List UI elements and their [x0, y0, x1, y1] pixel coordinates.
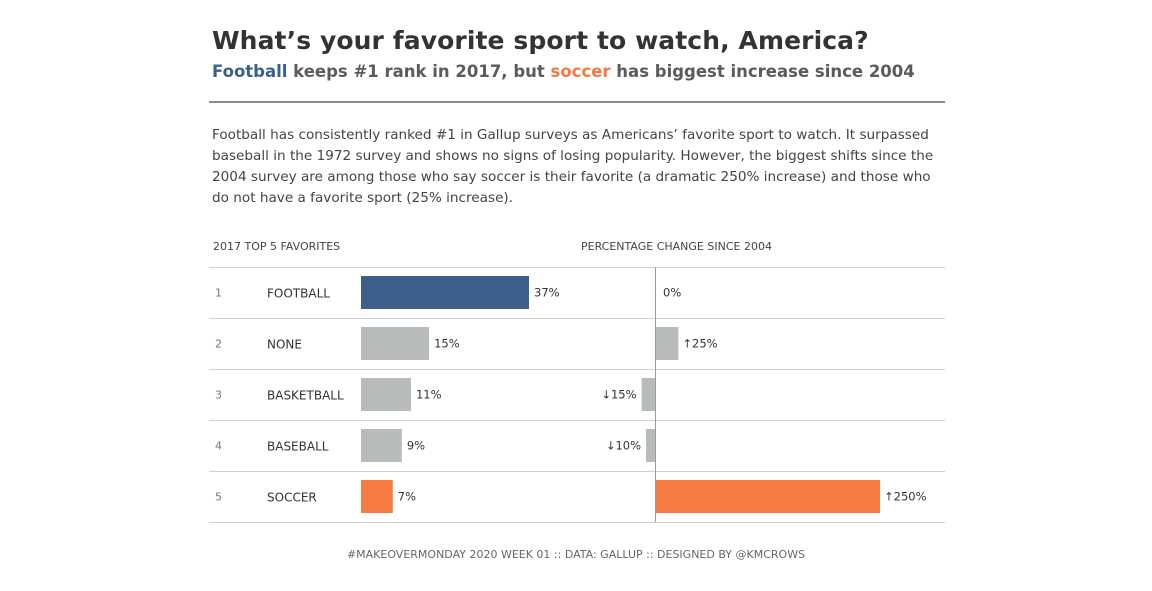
rank-label: 5: [215, 491, 222, 504]
change-value-label: ↑250%: [884, 490, 927, 504]
sport-label: BASKETBALL: [267, 389, 344, 403]
subtitle-middle: keeps #1 rank in 2017, but: [287, 62, 551, 81]
sport-label: SOCCER: [267, 491, 317, 505]
rank-label: 4: [215, 440, 222, 453]
share-value-label: 11%: [416, 388, 442, 402]
page-title: What’s your favorite sport to watch, Ame…: [212, 26, 869, 55]
share-bar: [361, 327, 430, 360]
change-bar: [646, 429, 655, 462]
sport-label: FOOTBALL: [267, 287, 330, 301]
change-value-label: ↓15%: [601, 388, 636, 402]
change-value-label: ↓10%: [606, 439, 641, 453]
rank-label: 3: [215, 389, 222, 402]
title-divider: [209, 101, 945, 103]
rank-label: 2: [215, 338, 222, 351]
subtitle-soccer: soccer: [550, 62, 611, 81]
panel-heading-change: PERCENTAGE CHANGE SINCE 2004: [581, 240, 772, 253]
share-bar: [361, 480, 393, 513]
sport-label: NONE: [267, 338, 302, 352]
subtitle-football: Football: [212, 62, 288, 81]
share-value-label: 9%: [407, 439, 425, 453]
share-value-label: 37%: [534, 286, 560, 300]
change-value-label: 0%: [663, 286, 681, 300]
share-bar: [361, 276, 529, 309]
share-value-label: 15%: [434, 337, 460, 351]
page-subtitle: Football keeps #1 rank in 2017, but socc…: [212, 62, 915, 81]
footer-credits: #MAKEOVERMONDAY 2020 WEEK 01 :: DATA: GA…: [346, 548, 806, 561]
share-value-label: 7%: [398, 490, 416, 504]
change-bar: [656, 480, 880, 513]
share-bar: [361, 378, 411, 411]
change-bar: [656, 327, 679, 360]
subtitle-end: has biggest increase since 2004: [610, 62, 915, 81]
share-bar: [361, 429, 402, 462]
description-text: Football has consistently ranked #1 in G…: [212, 127, 934, 206]
sport-label: BASEBALL: [267, 440, 329, 454]
change-bar: [641, 378, 655, 411]
rank-label: 1: [215, 287, 222, 300]
change-value-label: ↑25%: [682, 337, 717, 351]
panel-heading-share: 2017 TOP 5 FAVORITES: [213, 240, 341, 253]
